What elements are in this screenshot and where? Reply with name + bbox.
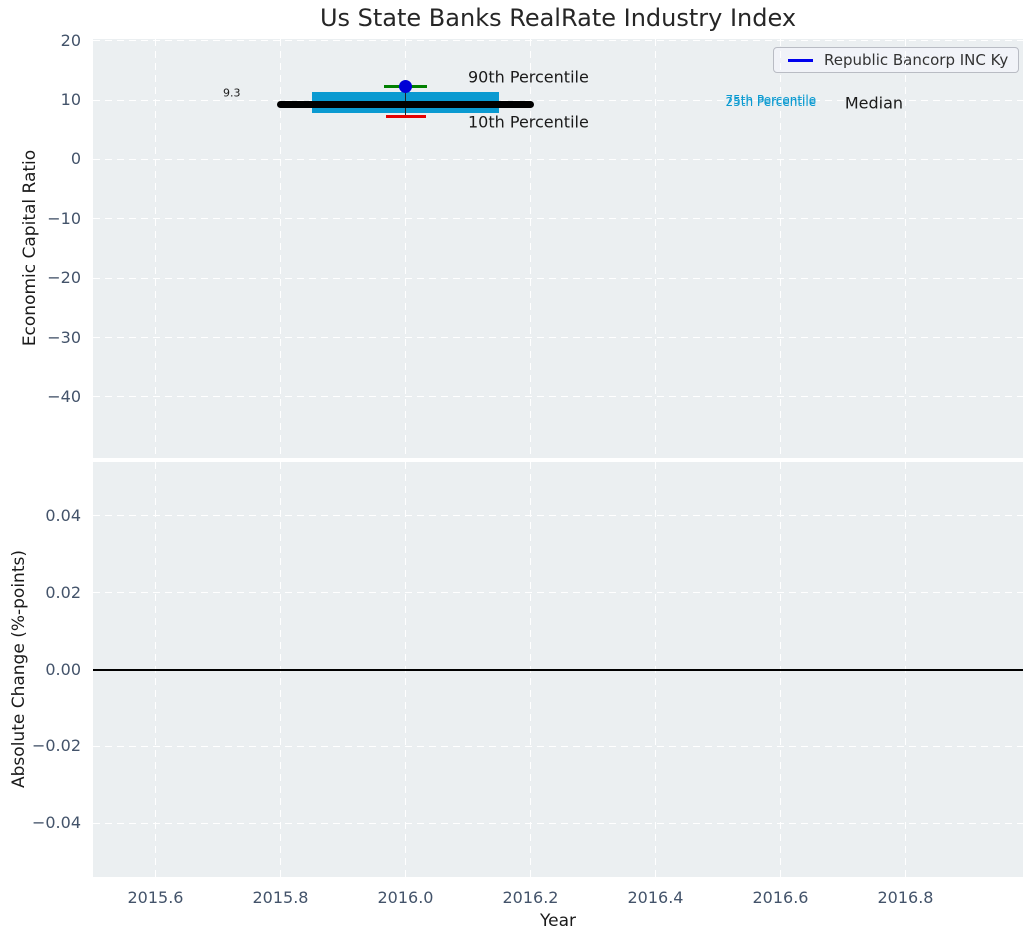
x-gridline [780,39,781,458]
xtick-label: 2016.8 [877,888,934,907]
median-line [277,100,534,108]
y-gridline [93,337,1023,339]
y-gridline [93,40,1023,42]
top-y-axis-label: Economic Capital Ratio [20,149,40,347]
top-ytick-label: 20 [60,30,81,50]
top-ytick-label: −40 [47,386,81,406]
legend: Republic Bancorp INC Ky [773,47,1019,73]
y-gridline [93,218,1023,220]
legend-label: Republic Bancorp INC Ky [824,51,1009,69]
x-gridline [155,39,156,458]
zero-line [93,668,1023,671]
bottom-ytick-label: −0.04 [31,813,81,833]
y-gridline [93,396,1023,398]
annotation: Median [844,93,904,113]
xtick-label: 2015.6 [127,888,184,907]
xtick-label: 2016.4 [627,888,684,907]
top-ytick-label: −10 [47,208,81,228]
x-gridline [905,39,906,458]
annotation: 75th Percentile [725,93,817,108]
y-gridline [93,592,1023,594]
chart-title: Us State Banks RealRate Industry Index [319,4,797,32]
top-axes [93,39,1023,458]
company-dot [399,80,412,94]
xtick-label: 2016.2 [502,888,559,907]
x-gridline [530,39,531,458]
y-gridline [93,158,1023,160]
x-axis-label: Year [540,911,576,931]
bottom-ytick-label: 0.04 [45,505,81,525]
xtick-label: 2016.0 [377,888,434,907]
cap-10th [385,115,426,119]
annotation: 9.3 [223,86,241,100]
bottom-ytick-label: 0.00 [45,659,81,679]
y-gridline [93,515,1023,517]
xtick-label: 2016.6 [752,888,809,907]
annotation: 90th Percentile [468,67,589,87]
x-gridline [405,39,406,458]
y-gridline [93,822,1023,824]
annotation: 10th Percentile [468,112,589,132]
xtick-label: 2015.8 [252,888,309,907]
y-gridline [93,277,1023,279]
top-ytick-label: −20 [47,268,81,288]
x-gridline [655,39,656,458]
top-ytick-label: 10 [60,90,81,110]
y-gridline [93,745,1023,747]
bottom-ytick-label: −0.02 [31,736,81,756]
top-ytick-label: 0 [70,149,81,169]
bottom-ytick-label: 0.02 [45,582,81,602]
y-gridline [93,99,1023,101]
x-gridline [280,39,281,458]
top-ytick-label: −30 [47,327,81,347]
annotation: 25th Percentile [725,95,817,110]
legend-line-icon [788,58,813,62]
